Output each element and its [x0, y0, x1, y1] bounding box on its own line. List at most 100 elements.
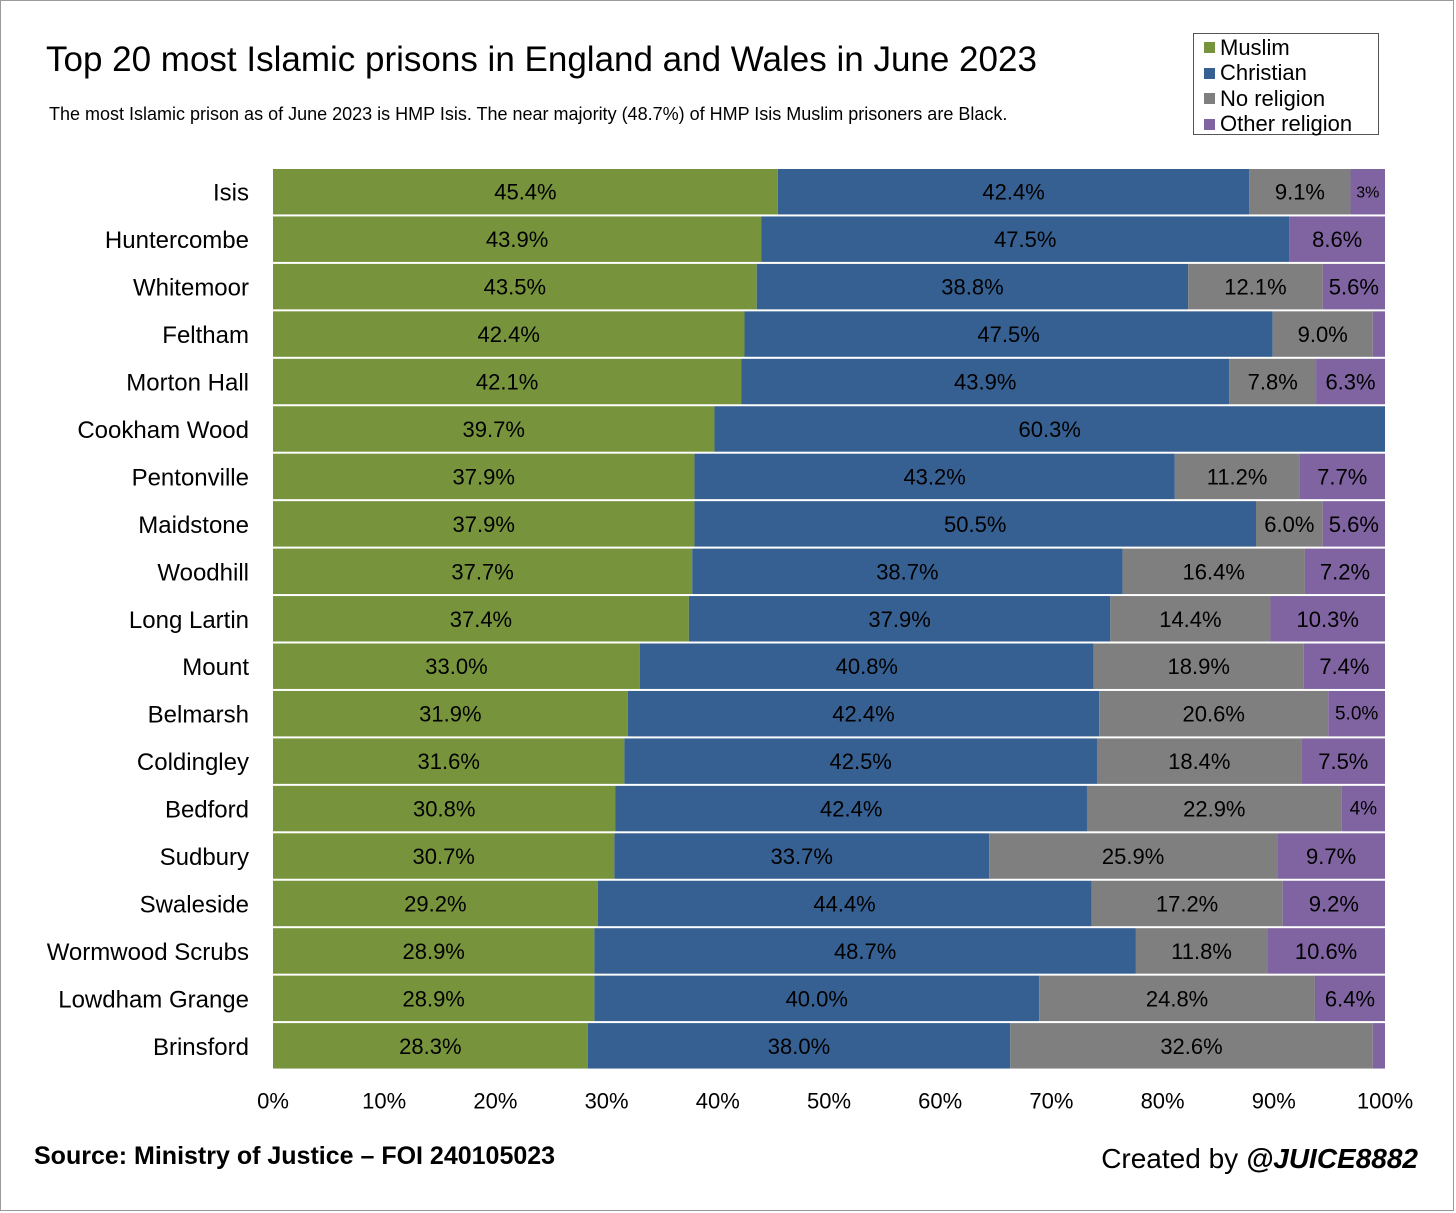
category-label-whitemoor: Whitemoor — [133, 275, 249, 302]
x-tick-label-3: 30% — [585, 1089, 629, 1114]
bar-wormwood-scrubs-muslim — [273, 928, 595, 974]
legend-swatch-christian — [1204, 67, 1215, 79]
bar-pentonville-other-religion — [1299, 453, 1385, 500]
bar-swaleside-christian — [597, 880, 1092, 927]
data-label-long-lartin-muslim: 37.4% — [450, 607, 512, 632]
bar-long-lartin-muslim — [273, 596, 689, 642]
bar-brinsford-christian — [587, 1023, 1011, 1069]
data-label-huntercombe-other-religion: 8.6% — [1312, 227, 1362, 252]
data-label-brinsford-christian: 38.0% — [768, 1034, 830, 1059]
data-label-sudbury-no-religion: 25.9% — [1102, 844, 1164, 869]
data-label-pentonville-no-religion: 11.2% — [1207, 464, 1268, 489]
legend-swatch-other-religion — [1204, 118, 1215, 130]
bar-belmarsh-christian — [627, 690, 1100, 737]
bar-lowdham-grange-no-religion — [1039, 975, 1315, 1022]
data-label-coldingley-muslim: 31.6% — [418, 749, 480, 774]
bar-long-lartin-other-religion — [1270, 596, 1385, 642]
category-label-maidstone: Maidstone — [138, 512, 249, 539]
legend-label-other-religion: Other religion — [1220, 111, 1353, 137]
bar-coldingley-no-religion — [1096, 738, 1302, 784]
bar-huntercombe-muslim — [273, 216, 762, 262]
category-label-brinsford: Brinsford — [153, 1034, 249, 1061]
chart-title: Top 20 most Islamic prisons in England a… — [46, 40, 1037, 79]
data-label-maidstone-other-religion: 5.6% — [1329, 512, 1379, 537]
bar-coldingley-christian — [624, 738, 1097, 784]
bar-belmarsh-no-religion — [1099, 690, 1329, 737]
data-label-coldingley-christian: 42.5% — [829, 749, 891, 774]
bar-swaleside-muslim — [273, 880, 598, 927]
data-label-isis-no-religion: 9.1% — [1275, 180, 1325, 205]
bar-woodhill-no-religion — [1122, 548, 1305, 595]
data-label-bedford-christian: 42.4% — [820, 797, 882, 822]
legend: Muslim Christian No religion Other relig… — [1193, 33, 1379, 138]
bar-sudbury-muslim — [273, 833, 615, 879]
data-label-morton-hall-christian: 43.9% — [954, 370, 1016, 395]
bar-morton-hall-no-religion — [1229, 358, 1317, 405]
bar-woodhill-other-religion — [1304, 548, 1385, 595]
data-label-sudbury-other-religion: 9.7% — [1306, 844, 1356, 869]
data-label-long-lartin-no-religion: 14.4% — [1159, 607, 1221, 632]
bar-pentonville-christian — [694, 453, 1175, 500]
bar-pentonville-muslim — [273, 453, 695, 500]
x-tick-label-2: 20% — [473, 1089, 517, 1114]
data-label-woodhill-christian: 38.7% — [876, 559, 938, 584]
legend-item-other-religion: Other religion — [1204, 111, 1378, 138]
data-label-coldingley-no-religion: 18.4% — [1168, 749, 1230, 774]
bar-brinsford-other-religion — [1372, 1023, 1385, 1069]
category-label-coldingley: Coldingley — [137, 749, 249, 776]
data-label-long-lartin-other-religion: 10.3% — [1297, 607, 1359, 632]
bar-maidstone-other-religion — [1322, 501, 1385, 547]
bar-morton-hall-muslim — [273, 358, 742, 405]
data-label-brinsford-no-religion: 32.6% — [1160, 1034, 1222, 1059]
bar-coldingley-muslim — [273, 738, 625, 784]
legend-item-no-religion: No religion — [1204, 86, 1378, 112]
data-label-whitemoor-no-religion: 12.1% — [1224, 275, 1286, 300]
data-label-wormwood-scrubs-no-religion: 11.8% — [1171, 939, 1232, 964]
bar-belmarsh-other-religion — [1328, 690, 1385, 737]
legend-item-muslim: Muslim — [1204, 35, 1378, 61]
data-label-belmarsh-no-religion: 20.6% — [1183, 702, 1245, 727]
data-label-sudbury-christian: 33.7% — [771, 844, 833, 869]
data-label-woodhill-muslim: 37.7% — [451, 559, 513, 584]
data-label-maidstone-christian: 50.5% — [944, 512, 1006, 537]
data-label-lowdham-grange-muslim: 28.9% — [402, 986, 464, 1011]
data-label-wormwood-scrubs-muslim: 28.9% — [402, 939, 464, 964]
data-label-pentonville-muslim: 37.9% — [453, 464, 515, 489]
data-label-morton-hall-other-religion: 6.3% — [1325, 370, 1375, 395]
data-label-bedford-no-religion: 22.9% — [1183, 797, 1245, 822]
data-label-feltham-christian: 47.5% — [977, 322, 1039, 347]
data-label-isis-christian: 42.4% — [982, 180, 1044, 205]
bar-wormwood-scrubs-no-religion — [1135, 928, 1268, 974]
bar-lowdham-grange-muslim — [273, 975, 595, 1022]
data-label-long-lartin-christian: 37.9% — [868, 607, 930, 632]
data-label-mount-muslim: 33.0% — [425, 654, 487, 679]
data-label-whitemoor-muslim: 43.5% — [484, 275, 546, 300]
category-label-bedford: Bedford — [165, 797, 249, 824]
legend-swatch-muslim — [1204, 42, 1215, 54]
bar-sudbury-christian — [614, 833, 990, 879]
data-label-bedford-other-religion: 4% — [1350, 799, 1378, 820]
data-label-isis-other-religion: 3% — [1356, 185, 1379, 202]
data-label-feltham-no-religion: 9.0% — [1298, 322, 1348, 347]
bar-maidstone-christian — [694, 501, 1257, 547]
category-label-long-lartin: Long Lartin — [129, 607, 249, 634]
bar-belmarsh-muslim — [273, 690, 628, 737]
data-label-wormwood-scrubs-christian: 48.7% — [834, 939, 896, 964]
data-label-sudbury-muslim: 30.7% — [412, 844, 474, 869]
data-label-huntercombe-christian: 47.5% — [994, 227, 1056, 252]
category-label-swaleside: Swaleside — [140, 891, 249, 918]
bar-swaleside-no-religion — [1091, 880, 1283, 927]
data-label-swaleside-no-religion: 17.2% — [1156, 891, 1218, 916]
data-label-mount-other-religion: 7.4% — [1319, 654, 1369, 679]
x-tick-label-1: 10% — [362, 1089, 406, 1114]
category-label-feltham: Feltham — [162, 322, 249, 349]
bar-whitemoor-christian — [756, 263, 1189, 310]
data-label-huntercombe-muslim: 43.9% — [486, 227, 548, 252]
data-label-whitemoor-other-religion: 5.6% — [1329, 275, 1379, 300]
data-label-woodhill-other-religion: 7.2% — [1320, 559, 1370, 584]
x-tick-label-9: 90% — [1252, 1089, 1296, 1114]
data-label-lowdham-grange-other-religion: 6.4% — [1325, 986, 1375, 1011]
bar-woodhill-muslim — [273, 548, 693, 595]
bar-pentonville-no-religion — [1174, 453, 1300, 500]
